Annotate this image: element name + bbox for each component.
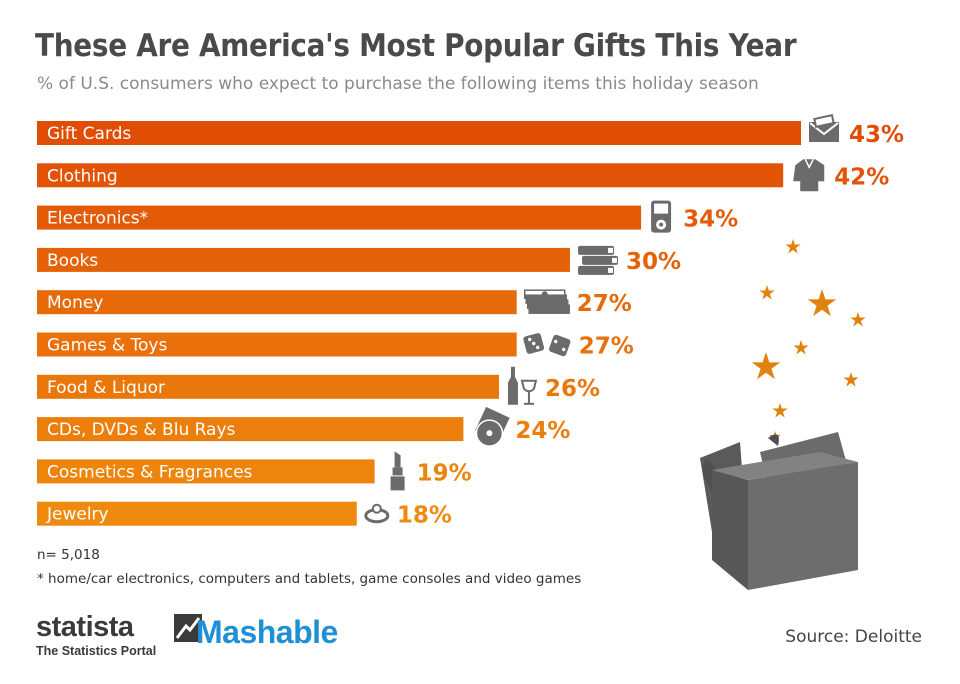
media-player-icon — [651, 200, 672, 233]
bar-value-label: 43% — [849, 122, 904, 148]
mashable-logo[interactable]: Mashable — [196, 614, 338, 650]
money-stack-icon — [523, 289, 570, 314]
star-icon — [793, 340, 809, 355]
lipstick-icon — [390, 451, 405, 491]
star-icon — [772, 403, 788, 418]
bar-3 — [37, 247, 570, 272]
bar-category-label: Food & Liquor — [47, 378, 165, 398]
statista-tagline: The Statistics Portal — [36, 644, 157, 658]
bar-category-label: Cosmetics & Fragrances — [47, 462, 253, 482]
bar-value-label: 34% — [683, 207, 738, 233]
bar-6 — [37, 374, 499, 399]
bar-value-label: 30% — [626, 249, 681, 275]
bar-5 — [37, 332, 517, 357]
chart-title: These Are America's Most Popular Gifts T… — [35, 28, 797, 64]
bar-category-label: Electronics* — [47, 209, 148, 229]
chart-subtitle: % of U.S. consumers who expect to purcha… — [37, 74, 759, 94]
star-icon — [807, 289, 837, 317]
star-icon — [751, 352, 781, 380]
statista-logo[interactable]: statista The Statistics Portal — [36, 611, 202, 658]
source-note: Source: Deloitte — [785, 627, 922, 647]
bar-9 — [37, 501, 357, 526]
statista-wordmark: statista — [36, 611, 134, 643]
star-icon — [850, 312, 866, 327]
bar-value-label: 24% — [515, 418, 570, 444]
envelope-icon — [809, 114, 839, 142]
books-icon — [578, 245, 619, 275]
stars-decoration — [751, 239, 866, 450]
bar-value-label: 27% — [577, 291, 632, 317]
statista-mark-icon — [174, 614, 202, 642]
bar-category-label: CDs, DVDs & Blu Rays — [47, 420, 236, 440]
bar-value-label: 19% — [417, 460, 472, 486]
bar-0 — [37, 121, 801, 145]
bar-category-label: Games & Toys — [47, 336, 167, 356]
shirt-icon — [793, 158, 825, 192]
bar-value-label: 18% — [397, 503, 452, 529]
bar-category-label: Books — [47, 251, 98, 271]
bar-8 — [37, 459, 375, 484]
bar-category-label: Gift Cards — [47, 124, 131, 144]
bar-category-label: Clothing — [47, 166, 118, 186]
wine-icon — [507, 366, 538, 405]
dice-icon — [523, 333, 571, 357]
bar-4 — [37, 290, 517, 315]
star-icon — [785, 239, 801, 254]
star-icon — [759, 285, 775, 300]
bar-2 — [37, 205, 642, 230]
bar-value-label: 26% — [545, 376, 600, 402]
bar-category-label: Jewelry — [46, 505, 109, 525]
bar-value-label: 42% — [834, 164, 889, 190]
bar-1 — [37, 163, 784, 188]
open-gift-box-icon — [700, 432, 858, 590]
star-icon — [843, 372, 859, 387]
bar-7 — [37, 417, 464, 442]
electronics-footnote: * home/car electronics, computers and ta… — [37, 571, 582, 587]
ring-icon — [364, 503, 390, 524]
disc-icon — [475, 406, 510, 447]
bar-value-label: 27% — [579, 334, 634, 360]
bar-category-label: Money — [47, 293, 103, 313]
sample-size-note: n= 5,018 — [37, 547, 100, 563]
